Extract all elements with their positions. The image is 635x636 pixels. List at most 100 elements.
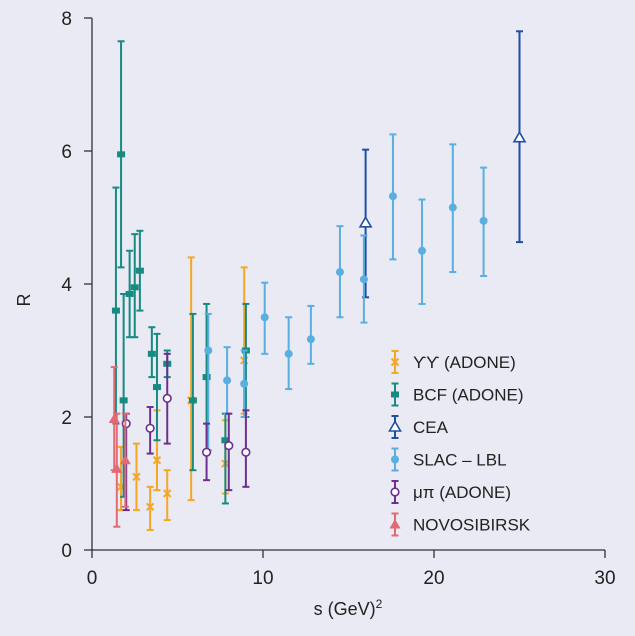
data-point xyxy=(335,225,344,319)
data-point xyxy=(111,186,120,425)
series-5 xyxy=(108,366,131,528)
y-tick-label: 4 xyxy=(61,275,72,296)
legend-label: μπ (ADONE) xyxy=(413,483,511,502)
marker xyxy=(111,307,120,314)
data-point xyxy=(163,469,172,522)
marker xyxy=(388,192,397,201)
marker xyxy=(224,440,234,451)
series-4 xyxy=(121,352,251,512)
series-1 xyxy=(111,40,250,505)
marker xyxy=(132,472,141,482)
legend-marker xyxy=(390,357,400,367)
legend: ϒϒ (ADONE) BCF (ADONE) CEA SLAC – LBL μπ (AD… xyxy=(388,350,531,537)
data-point xyxy=(152,332,161,442)
y-tick-label: 2 xyxy=(61,408,72,429)
marker xyxy=(418,246,427,255)
legend-label: ϒϒ (ADONE) xyxy=(413,353,516,372)
marker xyxy=(108,413,120,423)
data-marks xyxy=(108,30,527,532)
data-point xyxy=(284,316,293,391)
data-point xyxy=(223,346,232,415)
legend-item: CEA xyxy=(388,415,449,439)
series-0 xyxy=(116,256,249,532)
data-point xyxy=(306,304,315,365)
data-point xyxy=(145,406,155,455)
legend-item: BCF (ADONE) xyxy=(391,382,524,407)
marker xyxy=(117,151,126,158)
x-tick-label: 0 xyxy=(87,568,98,589)
data-point xyxy=(117,40,126,269)
marker xyxy=(512,130,527,143)
marker xyxy=(358,215,373,228)
marker xyxy=(221,437,230,444)
data-point xyxy=(240,349,249,418)
marker xyxy=(201,447,212,457)
data-point xyxy=(135,229,144,312)
marker xyxy=(125,290,134,297)
legend-marker xyxy=(388,419,402,432)
axes: 0 2 4 6 8 0 10 20 30 xyxy=(61,9,615,589)
marker xyxy=(163,489,172,498)
marker xyxy=(152,456,162,465)
legend-item: μπ (ADONE) xyxy=(390,480,511,504)
marker xyxy=(119,397,128,404)
x-tick-label: 20 xyxy=(423,568,444,589)
data-point xyxy=(130,233,139,339)
marker xyxy=(119,454,131,465)
x-tick-label: 30 xyxy=(594,568,615,589)
data-point xyxy=(125,249,134,339)
marker xyxy=(188,397,197,404)
data-point xyxy=(260,281,269,355)
legend-marker xyxy=(391,391,399,398)
data-point xyxy=(512,30,527,244)
y-tick-label: 0 xyxy=(61,541,72,562)
legend-marker xyxy=(389,519,401,529)
data-point xyxy=(224,412,234,492)
marker xyxy=(284,349,293,358)
legend-item: SLAC – LBL xyxy=(391,447,507,472)
marker xyxy=(130,284,139,291)
marker xyxy=(111,463,123,473)
data-point xyxy=(388,133,397,261)
data-point xyxy=(448,143,457,274)
data-point xyxy=(162,352,172,445)
marker xyxy=(306,335,315,344)
data-point xyxy=(358,148,373,299)
legend-item: ϒϒ (ADONE) xyxy=(390,350,516,374)
data-point xyxy=(188,312,197,472)
legend-marker xyxy=(391,455,399,464)
legend-marker xyxy=(390,487,400,497)
data-point xyxy=(145,485,155,532)
marker xyxy=(359,275,368,284)
marker xyxy=(135,267,144,274)
legend-label: SLAC – LBL xyxy=(413,451,507,470)
marker xyxy=(223,376,232,385)
data-point xyxy=(359,234,368,324)
data-point xyxy=(132,442,141,512)
data-point xyxy=(418,198,427,305)
series-3 xyxy=(204,133,488,452)
data-point xyxy=(108,366,120,472)
marker xyxy=(260,313,269,322)
marker xyxy=(479,216,488,225)
marker xyxy=(145,423,155,433)
data-point xyxy=(111,412,123,528)
data-point xyxy=(204,312,213,452)
y-tick-label: 8 xyxy=(61,9,72,30)
legend-label: CEA xyxy=(413,418,449,437)
marker xyxy=(240,379,249,388)
data-point xyxy=(201,422,212,482)
marker xyxy=(147,350,156,357)
legend-item: NOVOSIBIRSK xyxy=(389,512,531,537)
x-axis-title: s (GeV)2 xyxy=(314,597,383,619)
marker xyxy=(335,268,344,277)
marker xyxy=(202,374,211,381)
data-point xyxy=(479,166,488,278)
marker xyxy=(152,384,161,391)
legend-label: BCF (ADONE) xyxy=(413,386,524,405)
marker xyxy=(204,346,213,355)
data-point xyxy=(241,409,251,488)
series-2 xyxy=(358,30,527,299)
marker xyxy=(145,502,155,511)
